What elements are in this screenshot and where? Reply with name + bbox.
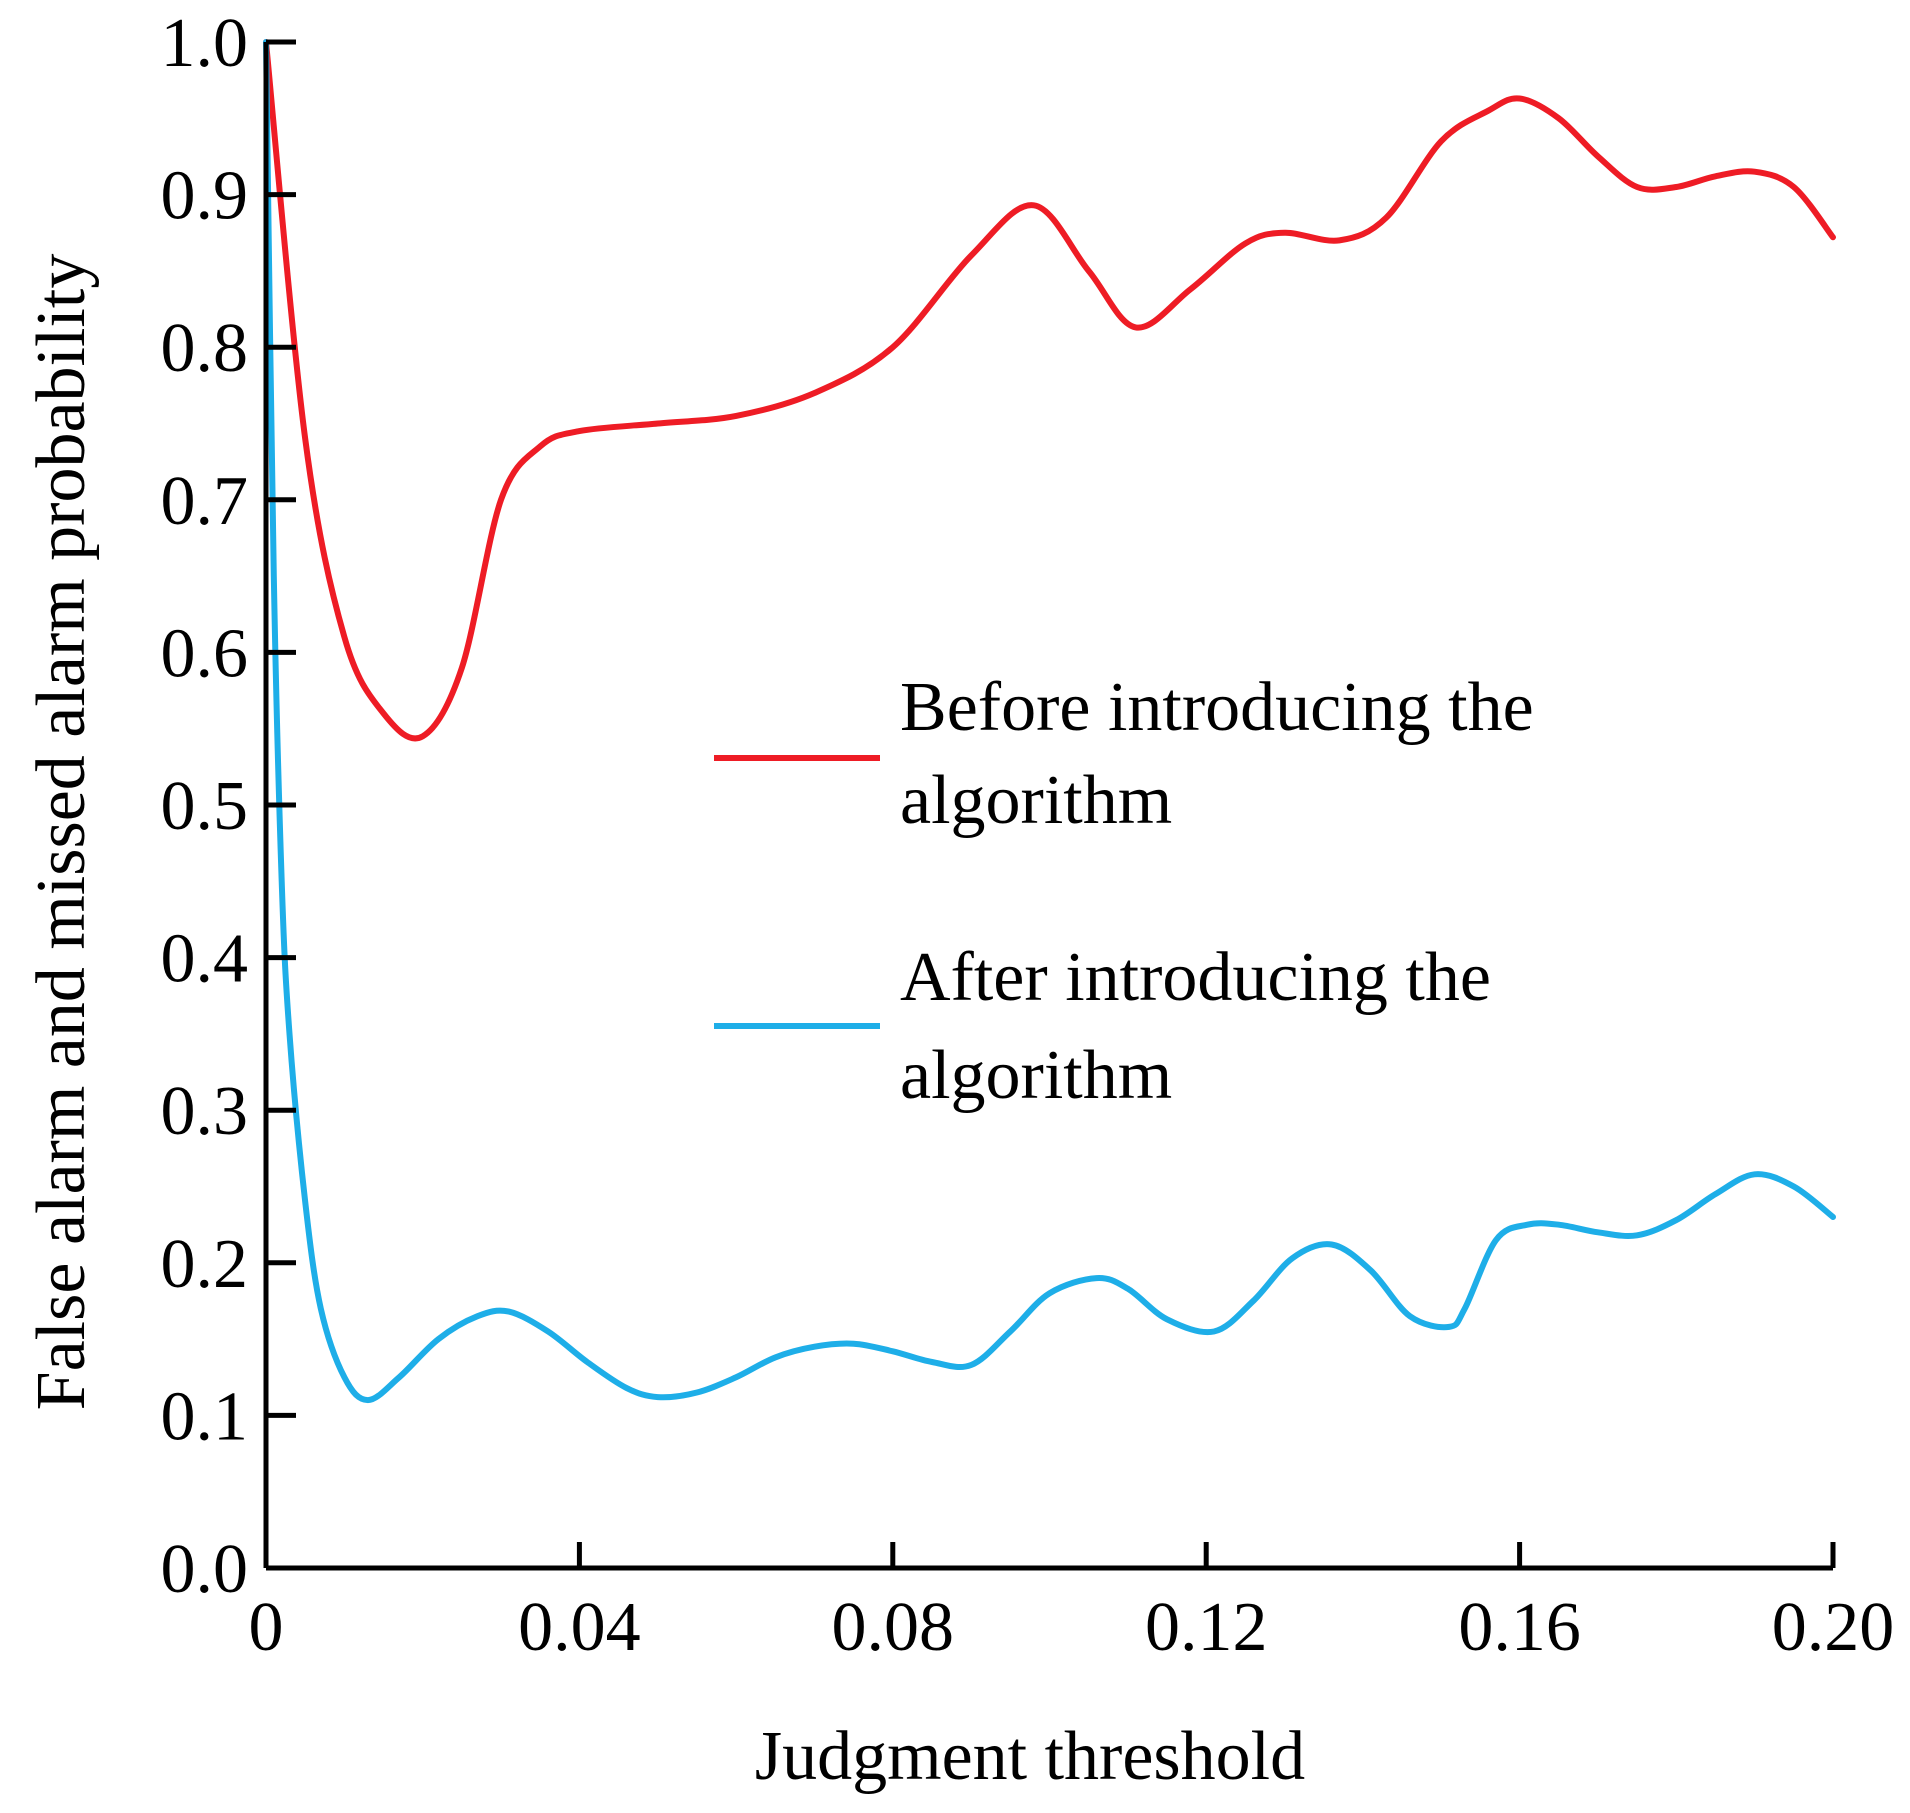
legend-label-before-line1: Before introducing the bbox=[900, 669, 1534, 746]
y-tick-label: 0.6 bbox=[161, 615, 249, 692]
x-tick-label: 0.04 bbox=[518, 1589, 641, 1666]
y-axis: 0.0 0.1 0.2 0.3 0.4 0.5 0.6 0.7 0.8 0.9 1.0 bbox=[161, 5, 296, 1608]
y-tick-label: 1.0 bbox=[161, 5, 249, 82]
x-tick-label: 0.08 bbox=[832, 1589, 955, 1666]
y-tick-label: 0.2 bbox=[161, 1226, 249, 1303]
plot-area bbox=[263, 39, 1836, 1404]
x-axis-title: Judgment threshold bbox=[755, 1718, 1305, 1795]
y-tick-label: 0.5 bbox=[161, 768, 249, 845]
legend-label-after-line2: algorithm bbox=[900, 1037, 1172, 1114]
legend-label-before-line2: algorithm bbox=[900, 762, 1172, 839]
x-tick-label: 0 bbox=[249, 1589, 284, 1666]
y-tick-label: 0.8 bbox=[161, 310, 249, 387]
y-axis-title: False alarm and missed alarm probability bbox=[23, 254, 100, 1411]
x-axis: 0 0.04 0.08 0.12 0.16 0.20 bbox=[249, 1542, 1895, 1666]
series-line-before bbox=[263, 39, 1836, 742]
y-tick-label: 0.9 bbox=[161, 158, 249, 235]
y-tick-label: 0.3 bbox=[161, 1073, 249, 1150]
y-tick-label: 0.4 bbox=[161, 921, 249, 998]
x-tick-label: 0.16 bbox=[1458, 1589, 1581, 1666]
x-tick-label: 0.20 bbox=[1772, 1589, 1895, 1666]
y-tick-label: 0.7 bbox=[161, 463, 249, 540]
legend: Before introducing the algorithm After i… bbox=[714, 669, 1534, 1114]
legend-entry-after: After introducing the algorithm bbox=[714, 939, 1491, 1114]
y-tick-label: 0.0 bbox=[161, 1531, 249, 1608]
series-line-after bbox=[263, 39, 1836, 1404]
x-tick-label: 0.12 bbox=[1145, 1589, 1268, 1666]
legend-entry-before: Before introducing the algorithm bbox=[714, 669, 1534, 839]
y-tick-label: 0.1 bbox=[161, 1378, 249, 1455]
legend-label-after-line1: After introducing the bbox=[900, 939, 1491, 1016]
